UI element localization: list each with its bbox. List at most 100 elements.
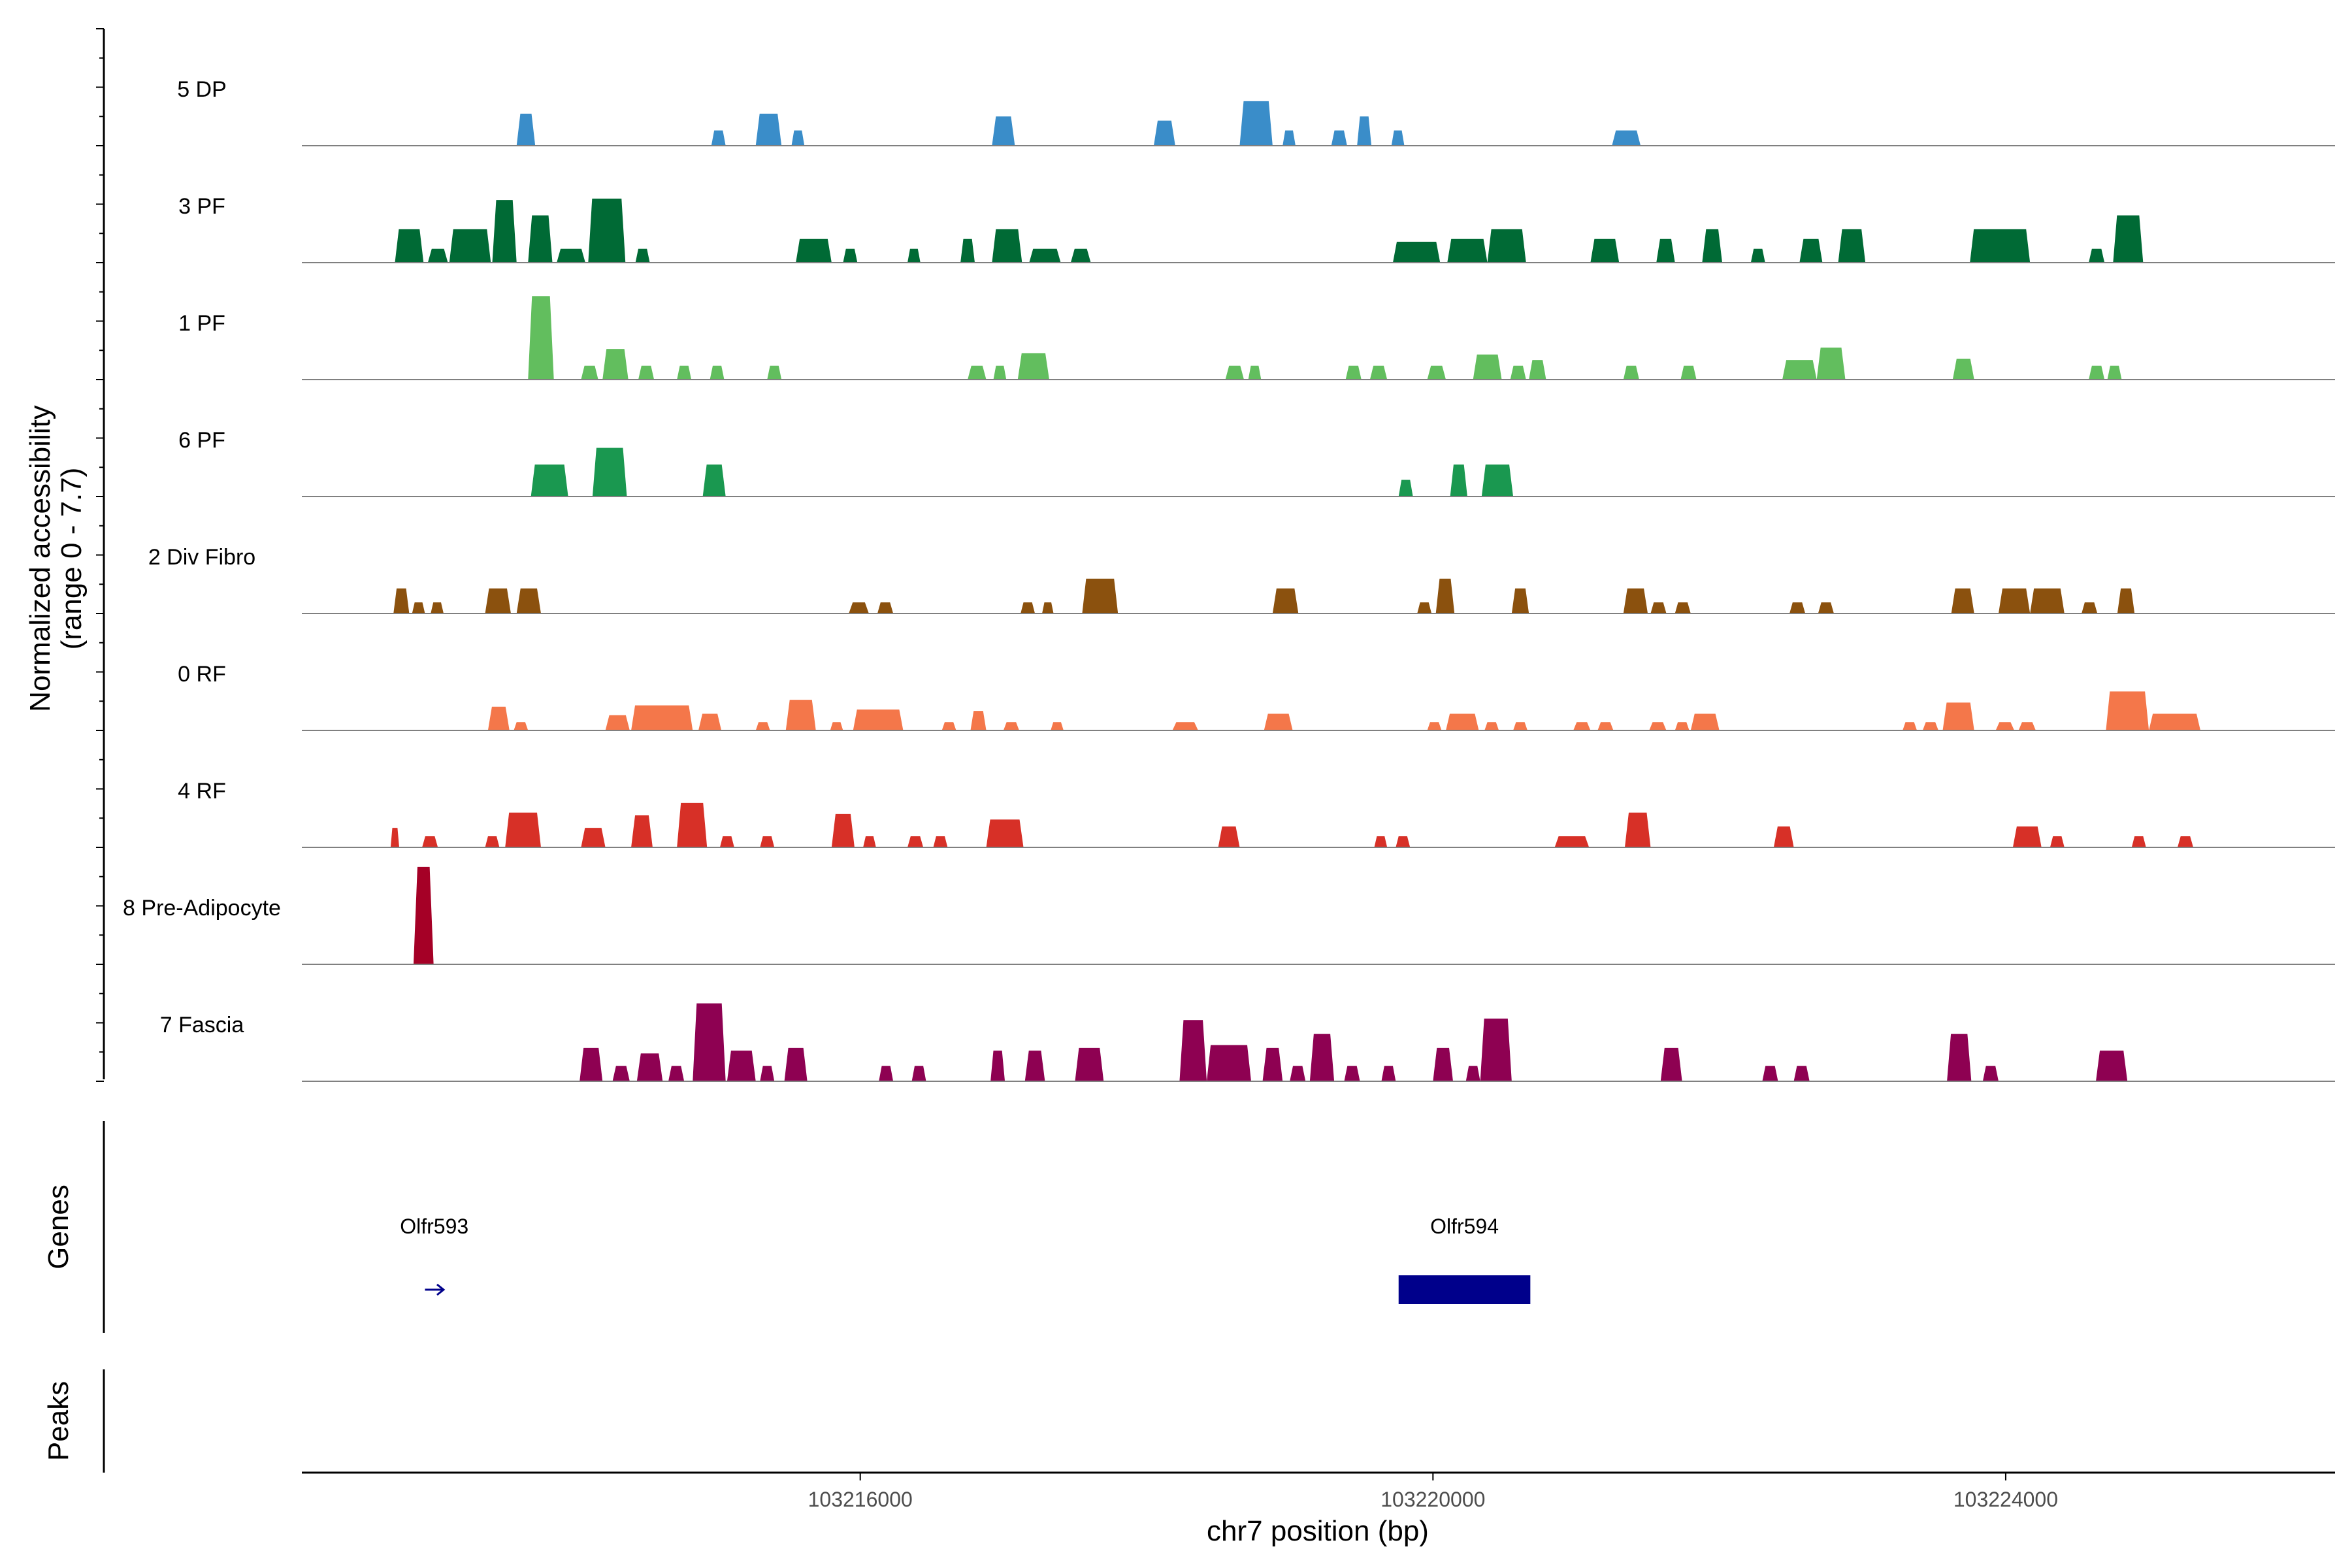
coverage-peak [449,229,491,263]
coverage-peak [1597,722,1614,730]
coverage-peak [422,836,438,847]
coverage-peak [911,1066,926,1081]
coverage-peak [605,715,630,730]
coverage-peak [1623,365,1639,380]
coverage-peak [1660,1047,1682,1081]
coverage-peak [635,248,650,263]
coverage-peak [1952,359,1974,380]
x-tick-label: 103220000 [1380,1488,1485,1511]
coverage-peak [1624,812,1651,847]
coverage-peak [1179,1020,1207,1081]
coverage-peak [1480,1019,1512,1081]
coverage-peak [631,705,693,730]
coverage-peak [2113,215,2144,263]
coverage-peak [831,813,855,847]
coverage-peak [767,365,782,380]
coverage-peak [1838,229,1866,263]
coverage-peak [710,365,725,380]
coverage-peak [638,365,655,380]
coverage-peak [784,1047,808,1081]
coverage-peak [2082,602,2098,613]
coverage-peak [1674,602,1691,613]
coverage-peak [1172,722,1198,730]
coverage-peak [1433,1047,1454,1081]
coverage-peak [390,828,400,847]
coverage-peak [877,602,894,613]
coverage-peak [631,815,653,847]
coverage-peak [1391,130,1405,146]
coverage-peak [1262,1047,1283,1081]
coverage-peak [863,836,876,847]
coverage-peak [485,836,500,847]
coverage-peak [1225,365,1245,380]
gene-label: Olfr594 [1430,1215,1499,1238]
coverage-peak [1473,354,1502,380]
coverage-peak [1070,248,1091,263]
coverage-peak [1680,365,1697,380]
coverage-peak [1309,1034,1335,1081]
coverage-peak [1762,1066,1778,1081]
coverage-peak [1017,353,1049,380]
coverage-peak [1021,602,1036,613]
coverage-peak [1656,238,1675,263]
coverage-peak [1513,722,1527,730]
coverage-peak [1427,722,1442,730]
coverage-peak [760,1066,775,1081]
coverage-peak [702,465,726,497]
track-2-div-fibro: 2 Div Fibro [148,545,2335,614]
coverage-peak [557,248,585,263]
coverage-peak [2131,836,2146,847]
coverage-peak [968,365,987,380]
track-0-rf: 0 RF [178,662,2335,731]
coverage-peak [581,828,606,847]
x-axis: 103216000 103220000 103224000 [302,1471,2335,1511]
coverage-peak [427,248,448,263]
coverage-peak [677,802,708,847]
coverage-peak [760,836,775,847]
coverage-peak [843,248,858,263]
coverage-peak [1264,713,1293,730]
coverage-peak [1374,836,1388,847]
coverage-peak [879,1066,894,1081]
genes-panel: Genes Olfr593 Olfr594 [42,1121,1531,1333]
coverage-peak [1818,602,1834,613]
coverage-peak [1282,130,1296,146]
coverage-peak [1290,1066,1306,1081]
coverage-peak [719,836,734,847]
coverage-peak [528,296,554,380]
coverage-peak [1789,602,1806,613]
coverage-peak [849,602,869,613]
track-label: 7 Fascia [160,1013,244,1037]
coverage-peak [2117,588,2135,613]
track-6-pf: 6 PF [178,428,2335,497]
coverage-tracks: 5 DP 3 PF 1 PF 6 PF 2 Div Fibro 0 RF 4 RF 8 Pre… [123,77,2335,1082]
coverage-peak [1998,588,2031,613]
coverage-peak [1207,1045,1251,1081]
coverage-peak [412,602,425,613]
coverage-peak [431,602,444,613]
coverage-peak [2177,836,2194,847]
coverage-peak [1003,722,1019,730]
track-3-pf: 3 PF [178,194,2335,263]
coverage-peak [602,349,629,380]
coverage-peak [1612,130,1641,146]
coverage-peak [1447,238,1488,263]
coverage-peak [1345,365,1362,380]
coverage-peak [1427,365,1446,380]
coverage-peak [1554,836,1590,847]
coverage-peak [1051,722,1064,730]
coverage-peak [853,710,904,730]
coverage-peak [1529,360,1546,380]
coverage-peak [1331,130,1347,146]
coverage-peak [1690,713,1720,730]
coverage-peak [1590,238,1620,263]
coverage-peak [1450,465,1467,497]
coverage-peak [1922,722,1938,730]
coverage-peak [485,588,511,613]
coverage-peak [830,722,843,730]
gene-body [1398,1275,1531,1304]
coverage-peak [796,238,832,263]
track-label: 5 DP [177,77,227,102]
